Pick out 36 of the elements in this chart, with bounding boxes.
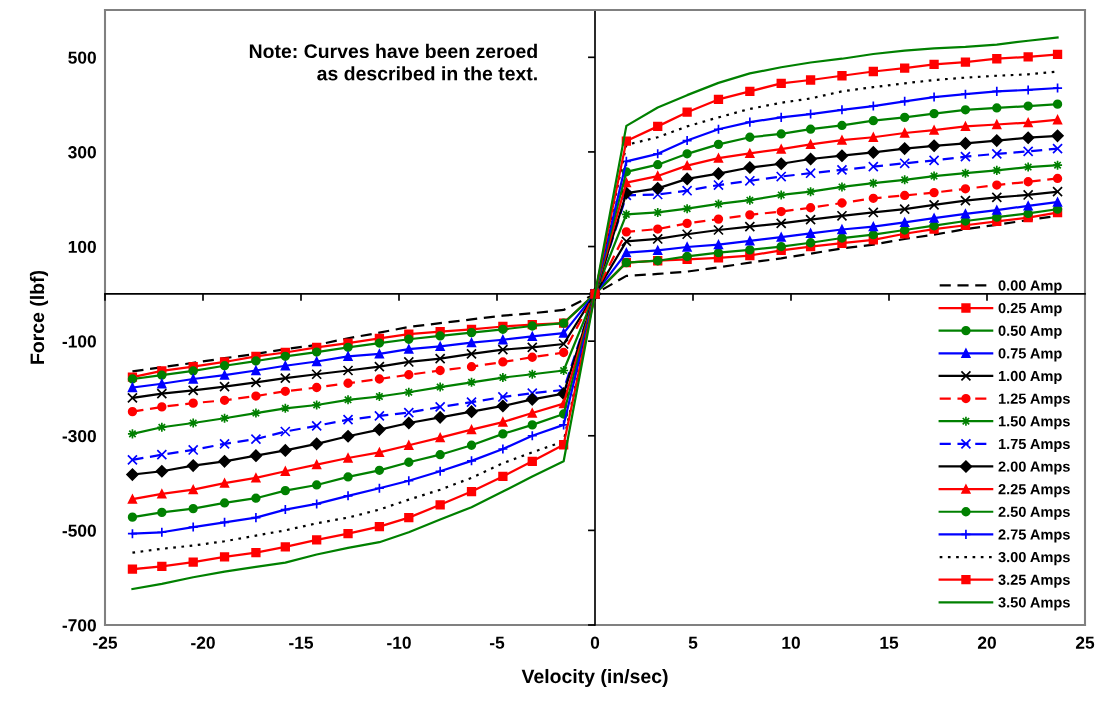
legend-label: 3.00 Amps [998,551,1070,566]
legend-label: 3.25 Amps [998,574,1070,588]
y-tick-label: -500 [62,524,96,537]
legend-label: 1.75 Amps [998,438,1070,452]
x-tick-label: -10 [387,636,411,649]
x-tick-label: 5 [688,636,698,649]
x-tick-label: 10 [782,636,800,649]
legend-label: 0.75 Amp [998,348,1062,362]
y-tick-label: 100 [68,240,96,253]
x-tick-label: 25 [1075,636,1095,649]
y-tick-label: -100 [62,335,96,348]
legend-label: 0.25 Amp [998,302,1062,317]
y-tick-label: -700 [62,619,96,632]
x-tick-label: -15 [289,636,314,649]
legend-label: 1.50 Amps [998,416,1070,430]
x-tick-label: 20 [977,636,996,649]
x-tick-label: -20 [191,636,215,649]
legend-label: 1.00 Amp [998,370,1062,385]
legend-label: 0.00 Amp [998,280,1062,294]
x-tick-label: -5 [489,636,505,649]
legend-label: 1.25 Amps [998,393,1070,407]
legend-label: 2.00 Amps [998,461,1070,475]
legend-label: 3.50 Amps [998,597,1070,611]
y-tick-label: -300 [62,429,96,443]
y-tick-label: 300 [68,146,96,159]
legend-label: 2.75 Amps [998,529,1070,543]
legend-label: 2.50 Amps [998,506,1070,520]
legend-label: 2.25 Amps [998,484,1070,498]
x-axis-title: Velocity (in/sec) [521,668,668,688]
y-tick-label: 500 [68,51,96,64]
annotation: Note: Curves have been zeroed as described in the text. [249,43,537,81]
y-axis-title: Force (lbf) [29,270,49,364]
x-tick-label: 0 [590,636,600,649]
legend-label: 0.50 Amp [998,325,1062,339]
x-tick-label: 15 [880,636,899,649]
x-tick-label: -25 [93,636,118,649]
